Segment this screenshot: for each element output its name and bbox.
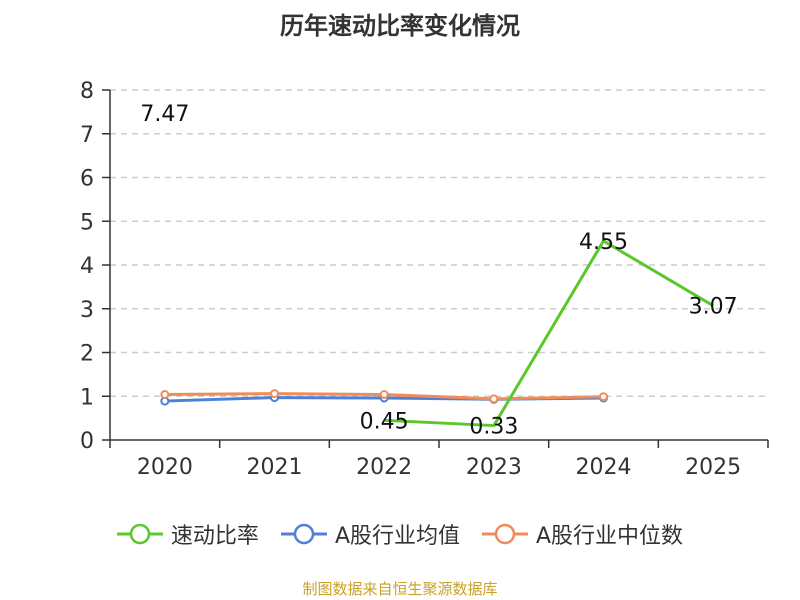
x-tick-label: 2022 [356,455,412,480]
data-label: 4.55 [579,230,628,255]
x-tick-label: 2024 [576,455,632,480]
legend-item[interactable]: 速动比率 [116,518,259,550]
legend-swatch-icon [482,523,528,545]
legend-swatch-icon [280,523,327,545]
data-point [489,394,499,404]
legend-label: 速动比率 [170,524,259,549]
legend-label: A股行业中位数 [536,524,684,549]
legend: 速动比率 A股行业均值 A股行业中位数 [0,518,800,550]
legend-label: A股行业均值 [334,524,460,549]
y-tick-label: 2 [80,342,94,367]
x-tick-label: 2020 [137,455,193,480]
data-label: 0.33 [469,415,518,440]
legend-item[interactable]: A股行业中位数 [482,518,683,550]
data-label: 7.47 [140,102,189,127]
series-line [384,239,714,428]
data-label: 3.07 [689,295,738,320]
data-point [160,390,170,399]
data-label: 0.45 [360,409,409,434]
legend-item[interactable]: A股行业均值 [280,518,460,550]
x-tick-label: 2023 [466,455,522,480]
y-tick-label: 8 [80,79,94,104]
y-tick-label: 0 [80,429,94,454]
y-tick-label: 7 [80,123,94,148]
x-tick-label: 2021 [247,455,303,480]
chart-title: 历年速动比率变化情况 [280,12,520,40]
data-point [599,392,608,402]
y-tick-label: 3 [80,298,94,323]
data-point [379,390,389,399]
data-point [270,389,279,399]
y-tick-label: 6 [80,167,94,192]
source-note: 制图数据来自恒生聚源数据库 [302,580,498,598]
y-tick-label: 1 [80,385,94,410]
legend-swatch-icon [116,523,163,545]
y-tick-label: 5 [80,210,94,235]
y-tick-label: 4 [80,254,94,279]
x-tick-label: 2025 [685,455,741,480]
